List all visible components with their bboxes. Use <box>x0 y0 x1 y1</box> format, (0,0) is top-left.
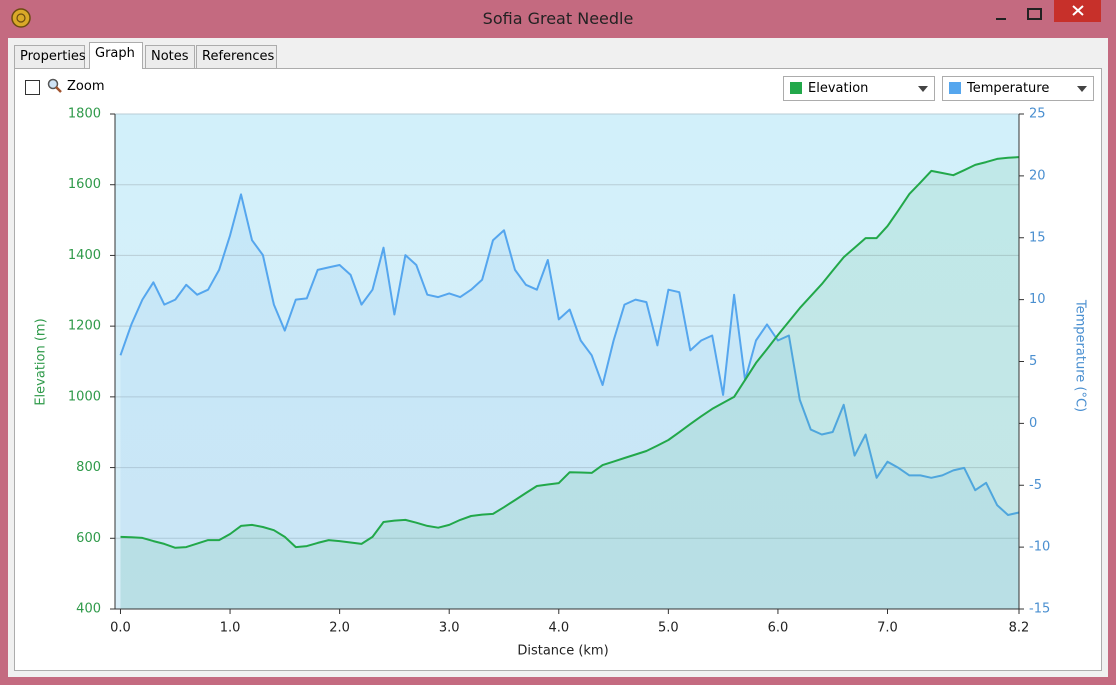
area-fill <box>120 194 1019 609</box>
x-axis-label: Distance (km) <box>517 644 608 659</box>
app-icon-inner <box>16 13 26 23</box>
left-axis-dropdown[interactable]: Elevation <box>783 76 935 101</box>
x-tick-label: 4.0 <box>548 621 569 636</box>
y2-tick-label: 5 <box>1029 354 1037 369</box>
window-title: Sofia Great Needle <box>482 9 634 28</box>
y2-tick-label: 10 <box>1029 292 1046 307</box>
y2-tick-label: 25 <box>1029 107 1046 122</box>
x-tick-label: 6.0 <box>768 621 789 636</box>
y2-tick-label: -5 <box>1029 478 1042 493</box>
tab[interactable]: References <box>196 45 277 68</box>
close-icon <box>1072 5 1084 16</box>
y-tick-label: 1400 <box>68 248 101 263</box>
title-bar-graphics <box>11 0 1101 28</box>
dropdown-label: Elevation <box>808 81 869 96</box>
x-tick-label: 7.0 <box>877 621 898 636</box>
x-tick-label: 1.0 <box>220 621 241 636</box>
zoom-checkbox[interactable] <box>25 80 40 95</box>
zoom-icon <box>47 78 62 93</box>
y2-tick-label: -10 <box>1029 540 1050 555</box>
app-icon <box>11 8 31 28</box>
dropdown-label: Temperature <box>967 81 1050 96</box>
y-tick-label: 800 <box>76 460 101 475</box>
x-tick-label: 0.0 <box>110 621 131 636</box>
maximize-button[interactable] <box>1027 8 1042 20</box>
tab[interactable]: Notes <box>145 45 195 68</box>
zoom-label[interactable]: Zoom <box>67 79 105 94</box>
y2-tick-label: -15 <box>1029 602 1050 617</box>
y2-tick-label: 20 <box>1029 168 1046 183</box>
y-tick-label: 1000 <box>68 389 101 404</box>
x-tick-label: 3.0 <box>439 621 460 636</box>
y-tick-label: 400 <box>76 602 101 617</box>
series-line <box>120 156 1020 549</box>
x-tick-label: 5.0 <box>658 621 679 636</box>
color-swatch <box>790 82 802 94</box>
y2-tick-label: 0 <box>1029 416 1037 431</box>
color-swatch <box>949 82 961 94</box>
dropdown-arrow <box>918 86 928 92</box>
x-tick-label: 8.2 <box>1009 621 1030 636</box>
dropdown-arrow <box>1077 86 1087 92</box>
right-axis-dropdown[interactable]: Temperature <box>942 76 1094 101</box>
y2-tick-label: 15 <box>1029 230 1046 245</box>
y-tick-label: 1600 <box>68 177 101 192</box>
y-axis-label: Elevation (m) <box>34 318 49 405</box>
x-tick-label: 2.0 <box>329 621 350 636</box>
area-fill <box>120 157 1019 609</box>
series-line <box>119 193 1020 516</box>
tab[interactable]: Properties <box>14 45 86 68</box>
y-tick-label: 1800 <box>68 107 101 122</box>
title-bar: Sofia Great Needle <box>0 0 1116 38</box>
y2-axis-label: Temperature (°C) <box>1073 299 1088 412</box>
y-tick-label: 600 <box>76 531 101 546</box>
tab-active[interactable]: Graph <box>89 42 143 69</box>
plot-background <box>115 114 1019 609</box>
y-tick-label: 1200 <box>68 319 101 334</box>
